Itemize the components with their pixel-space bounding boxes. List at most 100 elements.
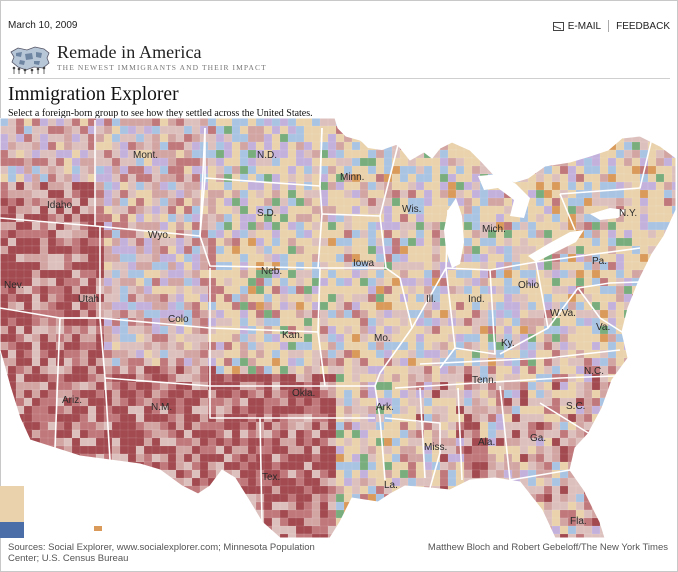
county-tile[interactable] bbox=[159, 133, 169, 143]
county-tile[interactable] bbox=[351, 325, 361, 335]
county-tile[interactable] bbox=[471, 181, 481, 191]
county-tile[interactable] bbox=[671, 413, 676, 423]
county-tile[interactable] bbox=[295, 477, 305, 487]
county-tile[interactable] bbox=[519, 397, 529, 407]
county-tile[interactable] bbox=[71, 445, 81, 455]
county-tile[interactable] bbox=[495, 325, 505, 335]
county-tile[interactable] bbox=[607, 261, 617, 271]
county-tile[interactable] bbox=[519, 381, 529, 391]
county-tile[interactable] bbox=[271, 525, 281, 535]
county-tile[interactable] bbox=[215, 118, 225, 127]
county-tile[interactable] bbox=[0, 133, 9, 143]
county-tile[interactable] bbox=[183, 461, 193, 471]
county-tile[interactable] bbox=[671, 517, 676, 527]
county-tile[interactable] bbox=[439, 325, 449, 335]
county-tile[interactable] bbox=[23, 285, 33, 295]
county-tile[interactable] bbox=[671, 317, 676, 327]
county-tile[interactable] bbox=[79, 213, 89, 223]
county-tile[interactable] bbox=[623, 429, 641, 439]
county-tile[interactable] bbox=[663, 285, 673, 295]
county-tile[interactable] bbox=[623, 237, 633, 247]
county-tile[interactable] bbox=[487, 157, 497, 167]
county-tile[interactable] bbox=[535, 229, 545, 239]
county-tile[interactable] bbox=[551, 277, 561, 287]
county-tile[interactable] bbox=[119, 285, 129, 295]
county-tile[interactable] bbox=[215, 301, 225, 311]
county-tile[interactable] bbox=[71, 165, 81, 175]
county-tile[interactable] bbox=[591, 381, 601, 391]
county-tile[interactable] bbox=[47, 149, 57, 159]
county-tile[interactable] bbox=[207, 493, 217, 503]
county-tile[interactable] bbox=[279, 373, 289, 383]
county-tile[interactable] bbox=[415, 173, 425, 183]
county-tile[interactable] bbox=[191, 253, 201, 263]
county-tile[interactable] bbox=[383, 205, 393, 215]
county-tile[interactable] bbox=[255, 525, 265, 535]
county-tile[interactable] bbox=[175, 509, 185, 519]
county-tile[interactable] bbox=[175, 413, 185, 423]
county-tile[interactable] bbox=[127, 333, 137, 343]
county-tile[interactable] bbox=[375, 253, 385, 263]
county-tile[interactable] bbox=[487, 205, 497, 215]
county-tile[interactable] bbox=[575, 317, 585, 327]
county-tile[interactable] bbox=[583, 118, 593, 127]
county-tile[interactable] bbox=[639, 341, 649, 351]
county-tile[interactable] bbox=[391, 181, 401, 191]
county-tile[interactable] bbox=[55, 173, 65, 183]
county-tile[interactable] bbox=[631, 125, 641, 135]
county-tile[interactable] bbox=[439, 157, 449, 167]
county-tile[interactable] bbox=[655, 285, 665, 295]
county-tile[interactable] bbox=[671, 277, 676, 287]
county-tile[interactable] bbox=[535, 341, 545, 351]
county-tile[interactable] bbox=[671, 197, 676, 207]
county-tile[interactable] bbox=[511, 125, 521, 135]
county-tile[interactable] bbox=[223, 421, 233, 431]
county-tile[interactable] bbox=[343, 285, 353, 295]
county-tile[interactable] bbox=[191, 429, 201, 439]
county-tile[interactable] bbox=[127, 525, 137, 535]
county-tile[interactable] bbox=[111, 245, 121, 255]
county-tile[interactable] bbox=[631, 493, 641, 503]
county-tile[interactable] bbox=[583, 485, 601, 495]
county-tile[interactable] bbox=[111, 285, 121, 295]
county-tile[interactable] bbox=[0, 389, 9, 399]
county-tile[interactable] bbox=[399, 237, 409, 247]
county-tile[interactable] bbox=[463, 181, 473, 191]
county-tile[interactable] bbox=[15, 445, 33, 455]
county-tile[interactable] bbox=[631, 309, 641, 319]
county-tile[interactable] bbox=[183, 501, 193, 511]
county-tile[interactable] bbox=[487, 213, 497, 223]
county-tile[interactable] bbox=[223, 197, 233, 207]
county-tile[interactable] bbox=[103, 461, 113, 471]
county-tile[interactable] bbox=[0, 429, 9, 439]
county-tile[interactable] bbox=[319, 301, 329, 311]
county-tile[interactable] bbox=[95, 133, 105, 143]
county-tile[interactable] bbox=[415, 237, 425, 247]
county-tile[interactable] bbox=[487, 133, 497, 143]
county-tile[interactable] bbox=[431, 373, 441, 383]
county-tile[interactable] bbox=[663, 333, 673, 343]
county-tile[interactable] bbox=[111, 133, 121, 143]
county-tile[interactable] bbox=[527, 125, 537, 135]
county-tile[interactable] bbox=[247, 118, 257, 127]
county-tile[interactable] bbox=[263, 317, 273, 327]
county-tile[interactable] bbox=[111, 469, 121, 479]
county-tile[interactable] bbox=[335, 469, 345, 479]
county-tile[interactable] bbox=[623, 445, 633, 455]
county-tile[interactable] bbox=[63, 373, 73, 383]
county-tile[interactable] bbox=[391, 221, 401, 231]
county-tile[interactable] bbox=[119, 245, 129, 255]
county-tile[interactable] bbox=[159, 141, 169, 151]
county-tile[interactable] bbox=[63, 253, 73, 263]
county-tile[interactable] bbox=[423, 269, 433, 279]
county-tile[interactable] bbox=[239, 317, 249, 327]
county-tile[interactable] bbox=[7, 469, 17, 479]
county-tile[interactable] bbox=[223, 237, 233, 247]
county-tile[interactable] bbox=[567, 477, 577, 487]
county-tile[interactable] bbox=[615, 413, 625, 423]
county-tile[interactable] bbox=[599, 461, 617, 471]
county-tile[interactable] bbox=[295, 317, 305, 327]
county-tile[interactable] bbox=[223, 397, 233, 407]
county-tile[interactable] bbox=[543, 381, 553, 391]
county-tile[interactable] bbox=[359, 149, 369, 159]
